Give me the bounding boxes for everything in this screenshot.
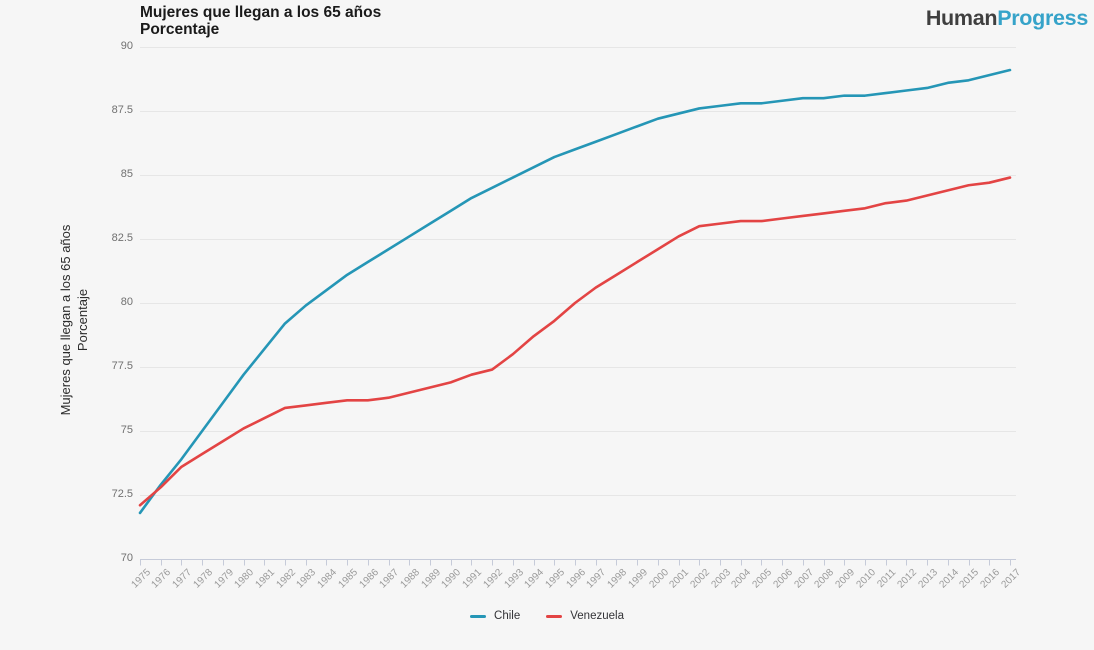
y-tick-label: 80: [120, 296, 133, 308]
y-tick-label: 70: [120, 552, 133, 564]
chile-line-swatch: [470, 614, 487, 618]
y-tick-label: 72.5: [111, 488, 133, 500]
venezuela-line-swatch: [546, 614, 563, 618]
y-tick-label: 90: [120, 40, 133, 52]
legend-item-venezuela[interactable]: Venezuela: [546, 610, 624, 622]
chart-subtitle: Porcentaje: [140, 21, 220, 38]
series-line-venezuela: [138, 176, 1012, 507]
logo-text-progress: Progress: [997, 6, 1088, 30]
y-tick-label: 85: [120, 168, 133, 180]
legend-item-chile[interactable]: Chile: [470, 610, 520, 622]
y-tick-label: 82.5: [111, 232, 133, 244]
legend: Chile Venezuela: [0, 610, 1094, 622]
legend-label-venezuela: Venezuela: [570, 610, 624, 622]
logo-text-human: Human: [925, 6, 998, 30]
y-tick-label: 75: [120, 424, 133, 436]
series-line-chile: [138, 68, 1012, 515]
chart-title: Mujeres que llegan a los 65 años: [140, 4, 382, 21]
legend-label-chile: Chile: [494, 610, 521, 622]
y-tick-label: 87.5: [111, 104, 133, 116]
y-tick-label: 77.5: [111, 360, 133, 372]
chart-title-block: Mujeres que llegan a los 65 años Porcent…: [140, 4, 381, 38]
humanprogress-logo: HumanProgress: [926, 6, 1088, 31]
